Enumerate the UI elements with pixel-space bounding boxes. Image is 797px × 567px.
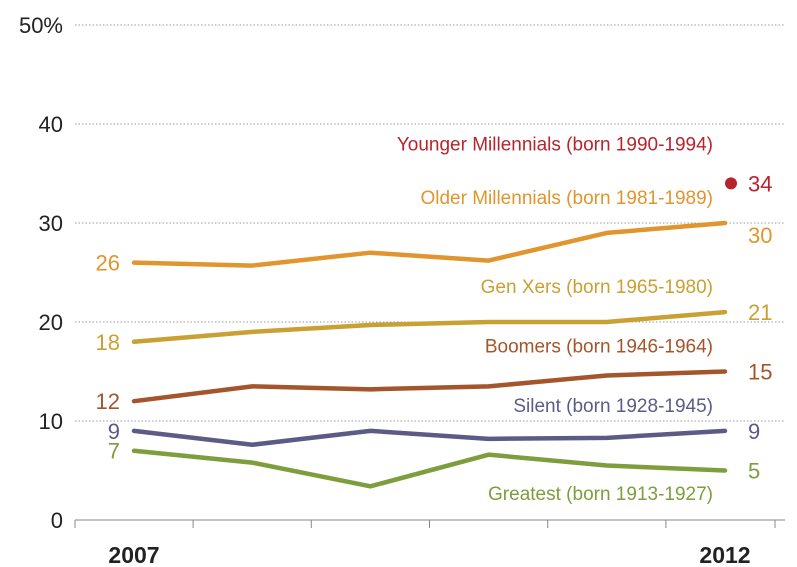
y-tick-label: 50% <box>19 13 63 38</box>
end-value-label: 21 <box>748 300 772 325</box>
start-value-label: 9 <box>108 419 120 444</box>
x-tick-label: 2012 <box>699 542 750 567</box>
axes: 0 10 20 30 40 50% 2007 2012 <box>19 13 785 567</box>
y-tick-label: 0 <box>51 508 63 533</box>
series-line <box>131 428 728 448</box>
series-name-label: Silent (born 1928-1945) <box>513 396 713 417</box>
series-line <box>131 369 728 404</box>
series-lines <box>131 177 737 489</box>
gridlines <box>75 24 785 422</box>
series-name-label: Boomers (born 1946-1964) <box>485 337 713 358</box>
y-tick-label: 20 <box>39 310 63 335</box>
start-value-label: 26 <box>96 251 120 276</box>
end-value-label: 9 <box>748 419 760 444</box>
end-value-label: 5 <box>748 459 760 484</box>
end-value-label: 30 <box>748 223 772 248</box>
series-name-label: Gen Xers (born 1965-1980) <box>481 277 713 298</box>
series-name-label: Greatest (born 1913-1927) <box>488 484 713 505</box>
series-line <box>131 448 728 489</box>
x-tick-label: 2007 <box>108 542 159 567</box>
start-value-label: 7 <box>108 439 120 464</box>
end-value-label: 15 <box>748 360 772 385</box>
series-name-label: Older Millennials (born 1981-1989) <box>420 188 713 209</box>
y-tick-label: 30 <box>39 211 63 236</box>
series-labels: 26 30 Older Millennials (born 1981-1989) 18… <box>96 134 773 505</box>
series-name-label: Younger Millennials (born 1990-1994) <box>397 134 713 155</box>
end-value-label: 34 <box>748 171 772 196</box>
series-line <box>131 220 728 268</box>
series-line <box>131 309 728 345</box>
data-point <box>725 177 737 190</box>
start-value-label: 12 <box>96 389 120 414</box>
start-value-label: 18 <box>96 330 120 355</box>
y-tick-label: 10 <box>39 409 63 434</box>
y-tick-label: 40 <box>39 112 63 137</box>
